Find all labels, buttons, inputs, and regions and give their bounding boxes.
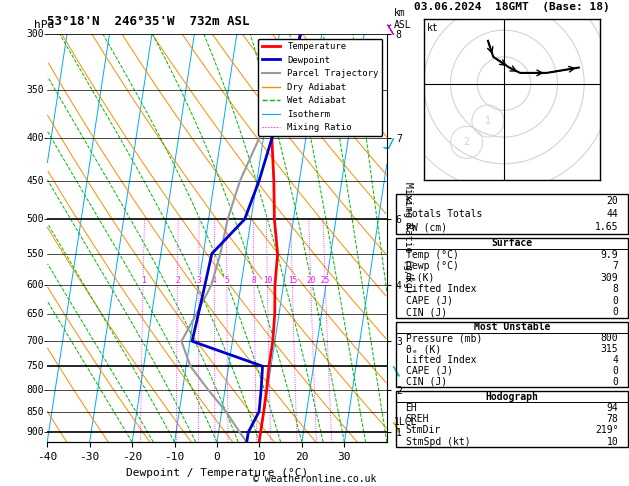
Text: 3: 3 [196,276,201,285]
X-axis label: Dewpoint / Temperature (°C): Dewpoint / Temperature (°C) [126,468,308,478]
Text: Totals Totals: Totals Totals [406,209,482,219]
Text: Most Unstable: Most Unstable [474,322,550,332]
Text: 600: 600 [26,280,44,290]
Text: Temp (°C): Temp (°C) [406,250,459,260]
Text: 900: 900 [26,427,44,437]
Text: hPa: hPa [33,20,54,30]
Text: 2: 2 [175,276,180,285]
Text: Surface: Surface [491,238,533,248]
Text: kt: kt [427,23,439,33]
Text: 7: 7 [613,261,618,271]
Text: 219°: 219° [595,425,618,435]
Text: 1: 1 [485,116,491,126]
Text: 4: 4 [212,276,216,285]
Text: © weatheronline.co.uk: © weatheronline.co.uk [253,473,376,484]
Text: Lifted Index: Lifted Index [406,284,476,294]
Text: 25: 25 [321,276,330,285]
Text: 4: 4 [613,355,618,365]
Text: 350: 350 [26,85,44,95]
Text: 10: 10 [607,436,618,447]
Text: 300: 300 [26,29,44,39]
Text: 450: 450 [26,176,44,186]
Text: 0: 0 [613,377,618,387]
Text: 0: 0 [613,366,618,376]
Text: 5: 5 [225,276,229,285]
Text: 500: 500 [26,214,44,224]
Text: CIN (J): CIN (J) [406,377,447,387]
Text: SREH: SREH [406,414,429,424]
Text: 44: 44 [607,209,618,219]
Text: 800: 800 [26,384,44,395]
Text: CIN (J): CIN (J) [406,307,447,317]
Text: 309: 309 [601,273,618,283]
Text: 315: 315 [601,344,618,354]
Text: 20: 20 [306,276,315,285]
Text: 2: 2 [464,138,470,147]
Text: K: K [406,195,411,206]
Text: 53°18'N  246°35'W  732m ASL: 53°18'N 246°35'W 732m ASL [47,15,250,28]
Text: 1LCL: 1LCL [394,417,417,427]
Text: 94: 94 [607,403,618,413]
Text: PW (cm): PW (cm) [406,222,447,232]
Text: 10: 10 [263,276,272,285]
Text: StmDir: StmDir [406,425,441,435]
Text: 0: 0 [613,295,618,306]
Text: 850: 850 [26,407,44,417]
Text: 03.06.2024  18GMT  (Base: 18): 03.06.2024 18GMT (Base: 18) [414,2,610,12]
Text: θₑ (K): θₑ (K) [406,344,441,354]
Text: 20: 20 [607,195,618,206]
Text: EH: EH [406,403,417,413]
Text: θₑ(K): θₑ(K) [406,273,435,283]
Text: 8: 8 [252,276,256,285]
Legend: Temperature, Dewpoint, Parcel Trajectory, Dry Adiabat, Wet Adiabat, Isotherm, Mi: Temperature, Dewpoint, Parcel Trajectory… [259,38,382,136]
Text: km
ASL: km ASL [394,8,411,30]
Text: Lifted Index: Lifted Index [406,355,476,365]
Text: 800: 800 [601,333,618,343]
Text: 0: 0 [613,307,618,317]
Text: 78: 78 [607,414,618,424]
Text: 1.65: 1.65 [595,222,618,232]
Y-axis label: Mixing Ratio (g/kg): Mixing Ratio (g/kg) [403,182,413,294]
Text: Dewp (°C): Dewp (°C) [406,261,459,271]
Text: 650: 650 [26,310,44,319]
Text: 9.9: 9.9 [601,250,618,260]
Text: CAPE (J): CAPE (J) [406,295,452,306]
Text: Hodograph: Hodograph [486,392,538,402]
Text: 1: 1 [141,276,145,285]
Text: Pressure (mb): Pressure (mb) [406,333,482,343]
Text: 550: 550 [26,249,44,259]
Text: StmSpd (kt): StmSpd (kt) [406,436,470,447]
Text: 700: 700 [26,336,44,346]
Text: CAPE (J): CAPE (J) [406,366,452,376]
Text: 15: 15 [288,276,297,285]
Text: 750: 750 [26,361,44,371]
Text: 400: 400 [26,133,44,143]
Text: 8: 8 [613,284,618,294]
